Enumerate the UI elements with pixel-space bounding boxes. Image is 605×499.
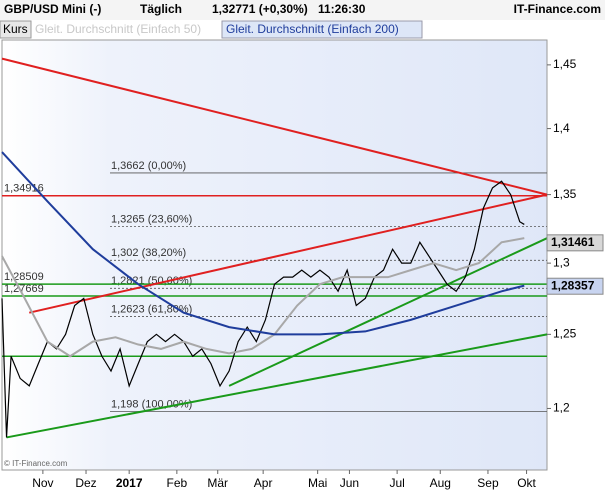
y-tick-label: 1,25: [553, 327, 577, 341]
x-tick-label: Mär: [207, 476, 228, 490]
level-label: 1,27669: [4, 283, 44, 295]
trend-line: [29, 193, 548, 314]
trend-line: [1, 57, 548, 196]
x-tick-label: Dez: [75, 476, 96, 490]
time: 11:26:30: [318, 2, 366, 16]
x-tick-label: Aug: [430, 476, 451, 490]
legend-box: [221, 20, 423, 39]
brand: IT-Finance.com: [514, 2, 601, 16]
x-tick-label: Feb: [167, 476, 188, 490]
fib-label: 1,3662 (0,00%): [111, 160, 186, 172]
plot-area: [1, 39, 548, 471]
copyright: © IT-Finance.com: [4, 459, 68, 468]
y-tick-label: 1,3: [553, 255, 570, 269]
level-label: 1,34916: [4, 183, 44, 195]
series-line: [1, 180, 525, 438]
header-bar: [0, 0, 605, 20]
price-tag: [546, 234, 604, 252]
price-tag-label: 1,31461: [551, 235, 595, 249]
x-tick-label: Apr: [254, 476, 273, 490]
price-tag: [546, 277, 604, 295]
legend-entry: Gleit. Durchschnitt (Einfach 200): [226, 22, 399, 36]
y-tick-label: 1,45: [553, 57, 577, 71]
x-tick-label: Sep: [477, 476, 499, 490]
y-tick-label: 1,4: [553, 121, 570, 135]
trend-line: [228, 237, 548, 387]
series-line: [1, 237, 525, 358]
x-tick-label: Okt: [517, 476, 536, 490]
legend: Kurs Gleit. Durchschnitt (Einfach 50) Glei…: [0, 20, 423, 39]
quote: 1,32771 (+0,30%): [212, 2, 308, 16]
x-tick-label: Jun: [340, 476, 359, 490]
price-tag-label: 1,28357: [551, 278, 595, 292]
series-line: [1, 151, 525, 336]
x-tick-label: Jul: [389, 476, 404, 490]
fib-label: 1,302 (38,20%): [111, 247, 186, 259]
symbol: GBP/USD Mini (-): [4, 2, 101, 16]
legend-entry: Gleit. Durchschnitt (Einfach 50): [35, 22, 201, 36]
y-tick-label: 1,2: [553, 401, 570, 415]
period: Täglich: [140, 2, 182, 16]
fib-label: 1,3265 (23,60%): [111, 213, 192, 225]
fib-label: 1,198 (100,00%): [111, 398, 192, 410]
legend-box: [0, 20, 32, 39]
y-tick-label: 1,35: [553, 187, 577, 201]
x-tick-label: Nov: [32, 476, 53, 490]
trend-line: [6, 333, 548, 439]
x-tick-label: 2017: [116, 476, 143, 490]
x-tick-label: Mai: [308, 476, 327, 490]
legend-label: Kurs: [3, 22, 28, 36]
